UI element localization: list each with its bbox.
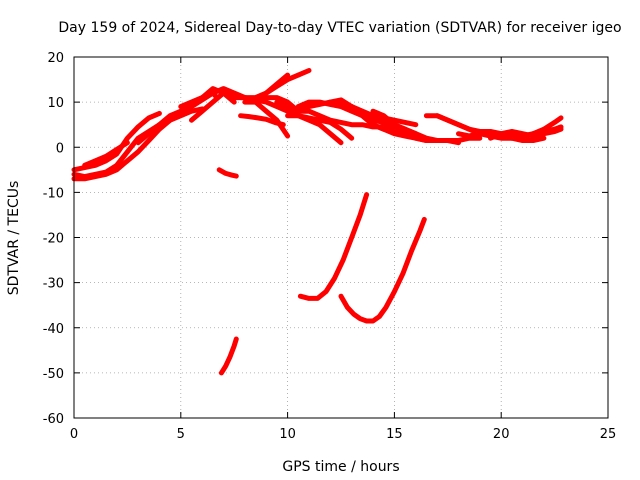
- chart-title: Day 159 of 2024, Sidereal Day-to-day VTE…: [58, 20, 621, 36]
- y-tick-label: -10: [43, 186, 64, 201]
- x-tick-label: 0: [70, 427, 78, 442]
- grid: [74, 57, 608, 418]
- series-arc-22: [216, 167, 239, 179]
- y-axis-label: SDTVAR / TECUs: [6, 181, 22, 296]
- y-tick-label: 10: [47, 96, 64, 111]
- y-tick-label: 0: [56, 141, 64, 156]
- data-traces: [71, 68, 564, 376]
- series-arc-8: [238, 113, 286, 128]
- x-tick-label: 25: [600, 427, 617, 442]
- axis-ticks: 0 5 10 15 20 25 -60 -50 -40 -30 -20 -10 0 10 20: [43, 51, 617, 442]
- series-arc-11: [263, 68, 312, 96]
- x-tick-label: 15: [386, 427, 403, 442]
- series-arc-16: [349, 104, 429, 143]
- y-tick-label: -60: [43, 412, 64, 427]
- series-arc-17: [370, 108, 461, 146]
- series-arc-5: [135, 106, 205, 146]
- series-arc-7: [189, 90, 344, 146]
- series-arc-4: [82, 140, 130, 168]
- series-arc-6: [178, 86, 291, 139]
- y-tick-label: -20: [43, 232, 64, 247]
- y-tick-label: 20: [47, 51, 64, 66]
- x-tick-label: 10: [279, 427, 296, 442]
- series-arc-2: [71, 110, 162, 173]
- x-axis-label: GPS time / hours: [282, 459, 399, 475]
- y-tick-label: -50: [43, 367, 64, 382]
- series-arc-15: [327, 97, 419, 128]
- y-tick-label: -40: [43, 322, 64, 337]
- series-arc-23: [218, 336, 239, 376]
- y-tick-label: -30: [43, 277, 64, 292]
- x-tick-label: 5: [177, 427, 185, 442]
- series-arc-21: [488, 126, 564, 141]
- x-tick-label: 20: [493, 427, 510, 442]
- series-arc-25: [338, 216, 427, 324]
- series-arc-24: [297, 192, 370, 301]
- series-arc-13: [285, 113, 355, 141]
